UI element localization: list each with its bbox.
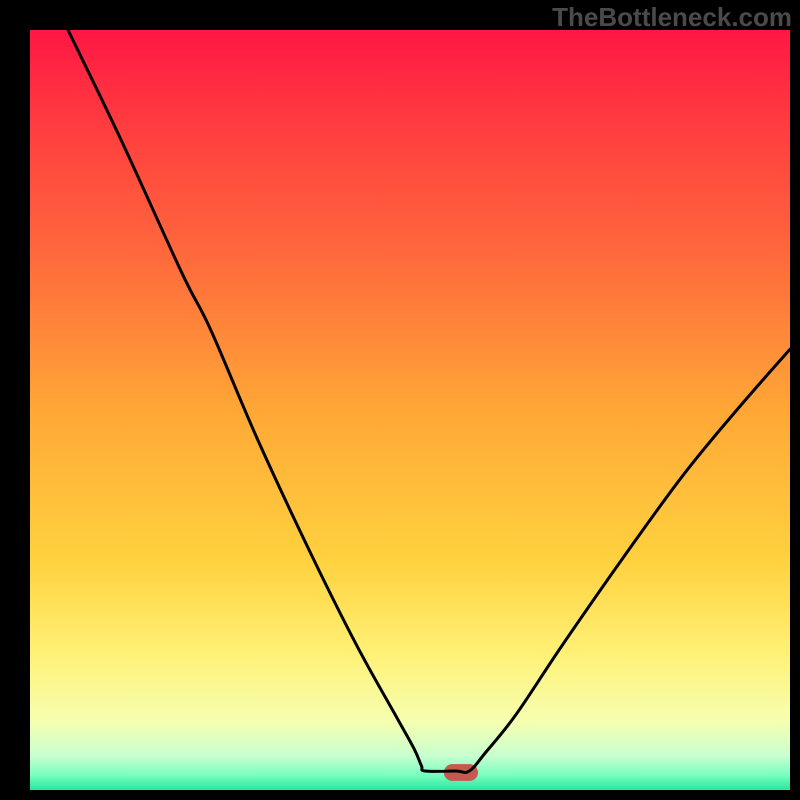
curve-layer: [30, 30, 790, 790]
plot-area: [30, 30, 790, 790]
chart-container: TheBottleneck.com: [0, 0, 800, 800]
watermark-text: TheBottleneck.com: [552, 2, 792, 33]
bottleneck-curve: [68, 30, 790, 773]
